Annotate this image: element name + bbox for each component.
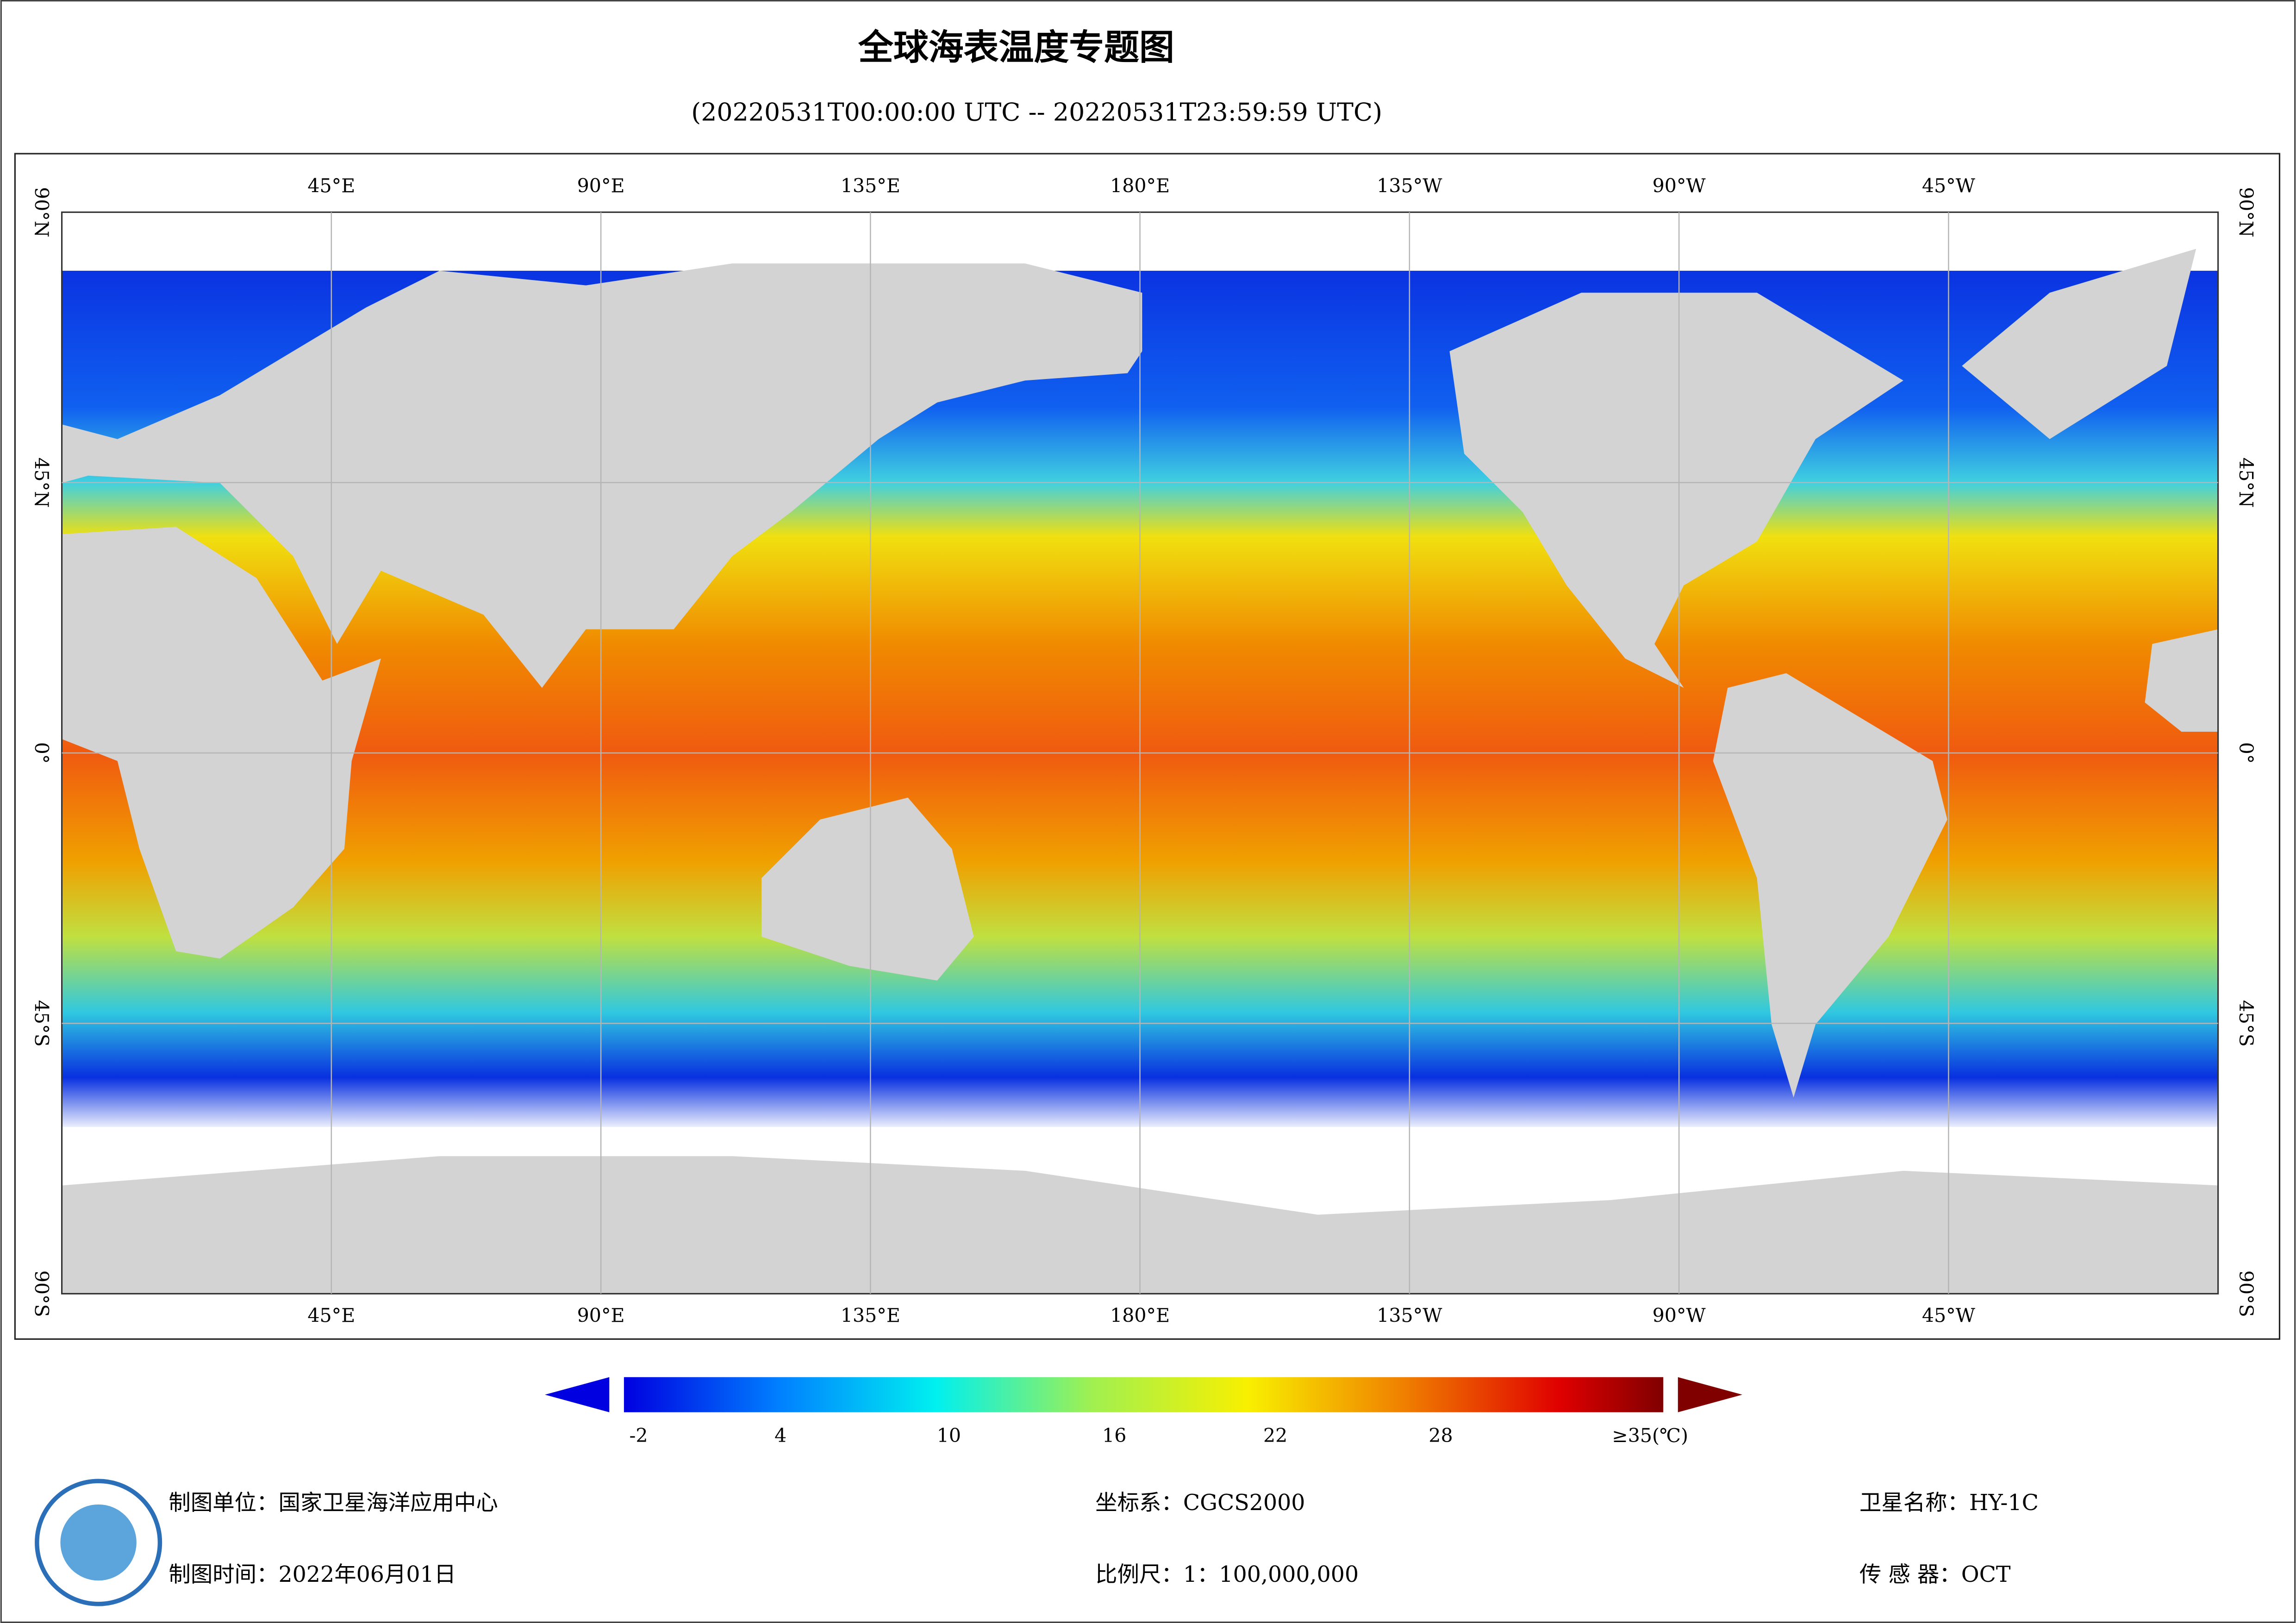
footer-sensor: 传 感 器：OCT bbox=[1859, 1562, 2011, 1587]
lon-label-top: 135°W bbox=[1377, 174, 1442, 197]
footer-crs: 坐标系：CGCS2000 bbox=[1095, 1490, 1305, 1516]
lon-label-bottom: 180°E bbox=[1110, 1305, 1170, 1327]
title: 全球海表温度专题图 bbox=[858, 27, 1174, 68]
lon-label-top: 180°E bbox=[1110, 174, 1170, 197]
lat-label-left: 90°S bbox=[31, 1270, 53, 1317]
footer-unit: 制图单位：国家卫星海洋应用中心 bbox=[168, 1490, 498, 1516]
lat-label-left: 90°N bbox=[31, 187, 53, 237]
footer-date: 制图时间：2022年06月01日 bbox=[168, 1562, 456, 1587]
map-frame bbox=[14, 153, 2281, 1340]
subtitle: (20220531T00:00:00 UTC -- 20220531T23:59… bbox=[691, 98, 1382, 127]
logo bbox=[35, 1479, 162, 1606]
colorbar-label: 28 bbox=[1429, 1424, 1453, 1447]
lat-label-right: 45°N bbox=[2235, 457, 2257, 508]
colorbar-label: ≥35(℃) bbox=[1612, 1424, 1688, 1447]
colorbar bbox=[624, 1377, 1664, 1412]
lat-label-right: 0° bbox=[2235, 742, 2257, 764]
lon-label-top: 45°E bbox=[307, 174, 355, 197]
lat-label-right: 90°N bbox=[2235, 187, 2257, 237]
south-america bbox=[1713, 673, 1947, 1098]
africa-west bbox=[2145, 629, 2218, 732]
lon-label-top: 90°W bbox=[1653, 174, 1706, 197]
lon-label-bottom: 45°W bbox=[1922, 1305, 1976, 1327]
north-america bbox=[1449, 292, 1903, 688]
colorbar-label: -2 bbox=[629, 1424, 648, 1447]
logo-globe bbox=[60, 1504, 137, 1581]
colorbar-labels: -2 4 10 16 22 28 ≥35(℃) bbox=[629, 1424, 1688, 1447]
colorbar-label: 10 bbox=[937, 1424, 961, 1447]
colorbar-label: 4 bbox=[774, 1424, 786, 1447]
colorbar-low-arrow bbox=[545, 1377, 610, 1412]
footer-scale: 比例尺：1：100,000,000 bbox=[1095, 1562, 1359, 1587]
lon-label-bottom: 135°E bbox=[841, 1305, 900, 1327]
lat-label-left: 0° bbox=[31, 742, 53, 764]
australia bbox=[761, 797, 974, 981]
colorbar-label: 22 bbox=[1263, 1424, 1287, 1447]
lon-label-top: 135°E bbox=[841, 174, 900, 197]
colorbar-high-arrow bbox=[1678, 1377, 1742, 1412]
lat-label-right: 45°S bbox=[2235, 1000, 2257, 1047]
lon-label-top: 90°E bbox=[577, 174, 625, 197]
colorbar-label: 16 bbox=[1102, 1424, 1126, 1447]
lon-label-bottom: 90°W bbox=[1653, 1305, 1706, 1327]
africa bbox=[62, 527, 381, 959]
lat-label-right: 90°S bbox=[2235, 1270, 2257, 1317]
footer-satellite: 卫星名称：HY-1C bbox=[1859, 1490, 2039, 1516]
greenland bbox=[1962, 249, 2196, 439]
lon-label-bottom: 90°E bbox=[577, 1305, 625, 1327]
lon-label-bottom: 135°W bbox=[1377, 1305, 1442, 1327]
lon-label-bottom: 45°E bbox=[307, 1305, 355, 1327]
lon-label-top: 45°W bbox=[1922, 174, 1976, 197]
lat-label-left: 45°S bbox=[31, 1000, 53, 1047]
graticule: 45°E 45°E 90°E 90°E 135°E 135°E 180°E 180°E 135°… bbox=[31, 174, 2257, 1326]
lat-label-left: 45°N bbox=[31, 457, 53, 508]
